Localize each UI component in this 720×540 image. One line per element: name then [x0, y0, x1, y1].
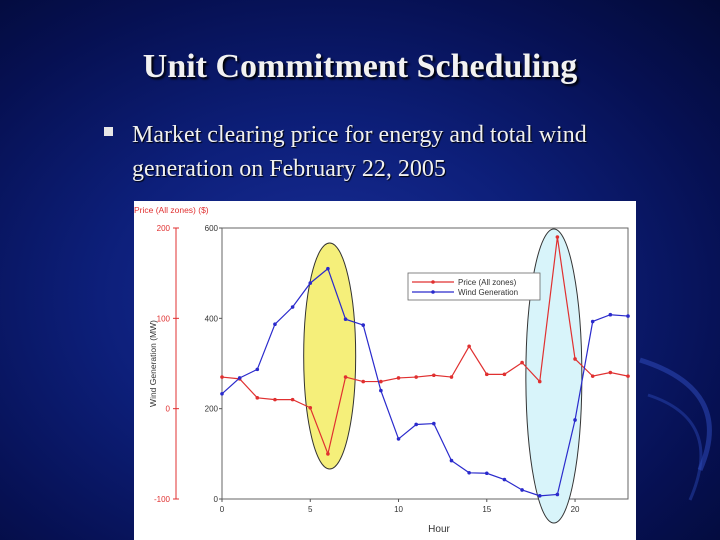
price-axis-tick-label: -100 [154, 495, 171, 504]
price-series-line [221, 236, 629, 456]
wind-data-point [308, 281, 313, 285]
wind-data-point [326, 266, 330, 271]
wind-data-point [273, 322, 277, 327]
wind-data-point [590, 319, 595, 324]
wind-data-point [555, 492, 560, 497]
price-data-point [361, 379, 366, 384]
price-axis-tick-label: 200 [157, 224, 171, 233]
x-axis-tick-label: 5 [308, 505, 313, 514]
x-axis-tick-label: 20 [571, 505, 580, 514]
wind-data-point [432, 421, 436, 426]
price-data-point [343, 375, 348, 379]
wind-data-point [290, 305, 295, 309]
wind-axis-label: Wind Generation (MW) [148, 320, 158, 407]
price-data-point [520, 360, 524, 365]
price-data-point [449, 375, 454, 379]
wind-data-point [343, 317, 348, 322]
slide-title: Unit Commitment Scheduling [142, 48, 578, 85]
wind-axis-tick-label: 400 [205, 314, 219, 323]
price-data-point [379, 379, 383, 384]
wind-data-point [237, 376, 242, 380]
price-data-point [220, 375, 224, 379]
price-data-point [502, 372, 507, 377]
price-data-point [396, 376, 401, 380]
wind-data-point [573, 418, 577, 422]
legend-swatch-marker [431, 290, 435, 294]
price-data-point [555, 235, 560, 239]
square-bullet-icon [104, 127, 113, 136]
wind-data-point [449, 458, 454, 463]
x-axis-tick-label: 0 [220, 505, 225, 514]
price-data-point [573, 357, 577, 361]
legend-box [407, 272, 541, 301]
price-data-point [537, 379, 542, 384]
wind-data-point [414, 422, 418, 427]
x-axis-tick-label: 15 [482, 505, 491, 514]
price-wind-chart: 200 100 0 -100 Price (All zones) ($) 600 400 20… [134, 201, 636, 540]
price-data-point [432, 373, 436, 378]
price-data-point [626, 374, 630, 378]
price-data-point [255, 396, 260, 400]
price-data-point [273, 397, 277, 402]
price-axis-label: Price (All zones) ($) [134, 205, 209, 215]
wind-data-point [396, 437, 401, 441]
price-axis-tick-label: 0 [166, 405, 171, 414]
x-axis-tick-label: 10 [394, 505, 403, 514]
wind-data-point [361, 323, 366, 327]
highlight-low-price-ellipse [303, 242, 357, 470]
wind-data-point [255, 367, 260, 372]
wind-data-point [608, 312, 613, 317]
price-data-point [414, 375, 418, 379]
price-axis-tick-label: 100 [157, 314, 171, 323]
price-data-point [467, 344, 471, 349]
wind-axis-tick-label: 600 [205, 224, 219, 233]
price-data-point [308, 405, 313, 410]
price-data-point [608, 370, 613, 375]
wind-data-point [626, 314, 630, 318]
wind-data-point [379, 388, 383, 393]
wind-axis-tick-label: 0 [214, 495, 219, 504]
wind-data-point [467, 471, 471, 475]
price-data-point [590, 374, 595, 378]
bullet-text: Market clearing price for energy and tot… [132, 122, 587, 182]
wind-data-point [520, 488, 524, 492]
price-data-point [484, 372, 489, 377]
wind-data-point [484, 471, 489, 476]
wind-series-line [221, 267, 629, 497]
legend-entry-label: Price (All zones) [458, 278, 517, 287]
wind-data-point [220, 391, 224, 396]
wind-data-point [537, 494, 542, 498]
x-axis-label: Hour [428, 524, 450, 535]
wind-data-point [502, 477, 507, 482]
wind-axis-tick-label: 200 [205, 405, 219, 414]
legend-swatch-marker [431, 280, 435, 284]
price-data-point [326, 452, 330, 456]
legend-entry-label: Wind Generation [458, 288, 518, 297]
price-data-point [290, 397, 295, 402]
